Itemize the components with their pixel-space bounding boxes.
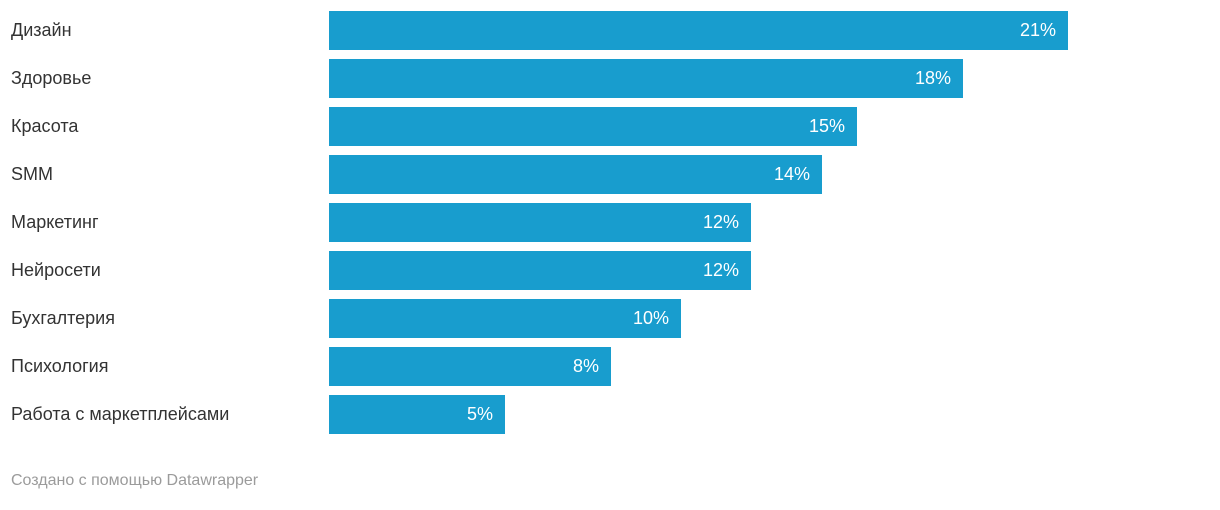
bar: 12% [329, 203, 751, 242]
bar-row: SMM 14% [0, 155, 1220, 194]
bar-row: Красота 15% [0, 107, 1220, 146]
bar: 5% [329, 395, 505, 434]
bar-track: 21% [329, 11, 1220, 50]
bar: 18% [329, 59, 963, 98]
bar-value-label: 5% [466, 404, 493, 424]
bar: 12% [329, 251, 751, 290]
bar-value-label: 10% [632, 308, 669, 328]
category-label: SMM [11, 164, 53, 184]
bar: 10% [329, 299, 681, 338]
category-label: Маркетинг [11, 212, 99, 232]
datawrapper-attribution: Создано с помощью Datawrapper [11, 472, 259, 489]
bar-value-label: 21% [1019, 20, 1056, 40]
bar-track: 8% [329, 347, 1220, 386]
bar-track: 14% [329, 155, 1220, 194]
bar-row: Психология 8% [0, 347, 1220, 386]
bar-value-label: 12% [702, 212, 739, 232]
category-label: Психология [11, 356, 109, 376]
bar-value-label: 18% [914, 68, 951, 88]
bar-track: 18% [329, 59, 1220, 98]
bar-track: 10% [329, 299, 1220, 338]
bar-value-label: 8% [572, 356, 599, 376]
category-label: Работа с маркетплейсами [11, 404, 230, 424]
bar-row: Нейросети 12% [0, 251, 1220, 290]
bar-rows: Дизайн 21% Здоровье 18% Красота 15% SMM 14% Марк… [0, 11, 1220, 434]
bar: 8% [329, 347, 611, 386]
bar: 21% [329, 11, 1068, 50]
bar-row: Работа с маркетплейсами 5% [0, 395, 1220, 434]
category-label: Здоровье [11, 68, 92, 88]
category-label: Красота [11, 116, 79, 136]
bar-row: Бухгалтерия 10% [0, 299, 1220, 338]
bar-track: 5% [329, 395, 1220, 434]
category-label: Бухгалтерия [11, 308, 115, 328]
bar-value-label: 14% [773, 164, 810, 184]
bar-track: 12% [329, 203, 1220, 242]
bar: 14% [329, 155, 822, 194]
bar-chart: Дизайн 21% Здоровье 18% Красота 15% SMM 14% Марк… [0, 11, 1220, 434]
bar-row: Здоровье 18% [0, 59, 1220, 98]
bar-track: 12% [329, 251, 1220, 290]
bar-row: Маркетинг 12% [0, 203, 1220, 242]
bar: 15% [329, 107, 857, 146]
category-label: Дизайн [11, 20, 72, 40]
bar-row: Дизайн 21% [0, 11, 1220, 50]
bar-track: 15% [329, 107, 1220, 146]
category-label: Нейросети [11, 260, 101, 280]
bar-value-label: 15% [808, 116, 845, 136]
bar-value-label: 12% [702, 260, 739, 280]
